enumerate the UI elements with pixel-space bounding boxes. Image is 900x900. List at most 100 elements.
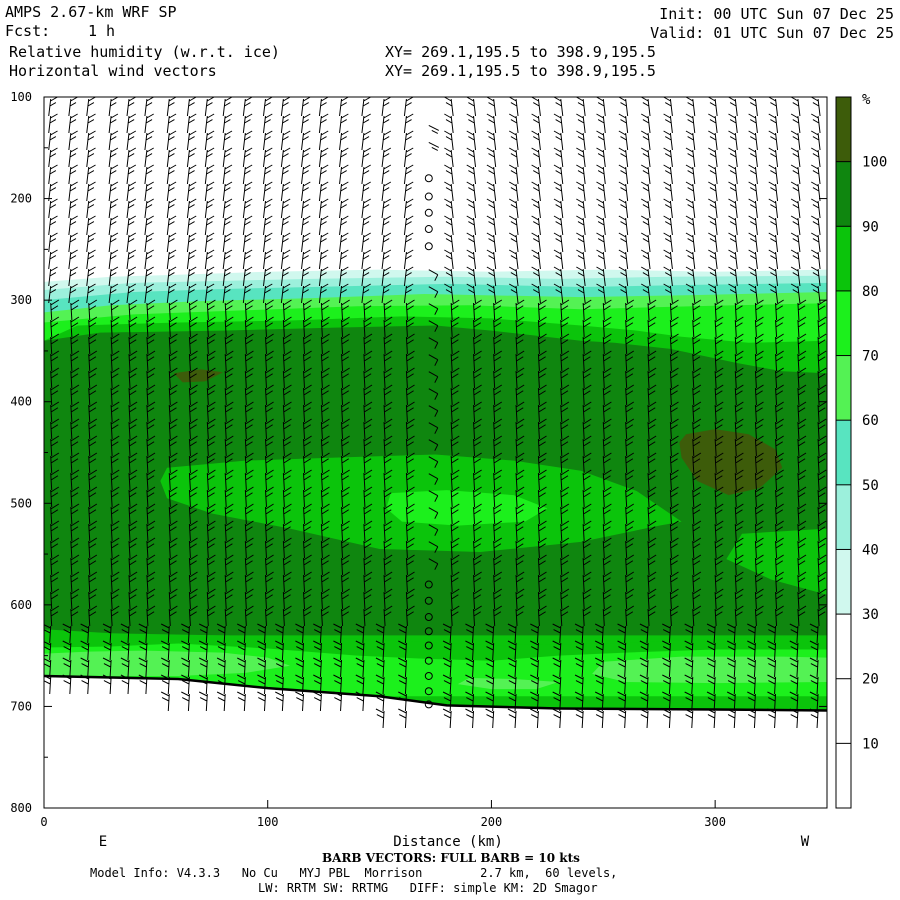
calm-wind-marker xyxy=(424,627,433,636)
colorbar-swatch xyxy=(836,97,851,162)
wind-barb-column-9 xyxy=(216,97,234,712)
calm-wind-marker xyxy=(424,192,433,201)
y-tick-label: 200 xyxy=(10,192,32,206)
wind-barb-column-2 xyxy=(80,97,98,695)
wind-barb-column-17 xyxy=(375,97,393,729)
wind-barb xyxy=(428,371,439,383)
valid-time: Valid: 01 UTC Sun 07 Dec 25 xyxy=(650,24,894,42)
wind-barb-column-13 xyxy=(295,97,312,712)
terrain-line xyxy=(44,674,827,712)
wind-barb-column-21 xyxy=(465,97,482,729)
wind-barb xyxy=(428,456,439,468)
forecast-label: Fcst: xyxy=(5,22,51,40)
x-tick-label: 300 xyxy=(704,815,726,829)
colorbar-label: 20 xyxy=(862,672,879,688)
wind-barb xyxy=(428,524,439,536)
colorbar-swatch xyxy=(836,226,851,291)
wind-barb-column-29 xyxy=(639,97,657,729)
wind-barb xyxy=(428,303,439,315)
wind-barb xyxy=(428,422,439,434)
calm-wind-marker xyxy=(424,671,433,680)
wind-barb-column-16 xyxy=(355,97,373,712)
wind-barb xyxy=(428,405,439,417)
wind-barb-column-30 xyxy=(662,97,679,729)
wind-barb xyxy=(428,473,439,485)
wind-barb xyxy=(428,558,439,570)
wind-barb-column-10 xyxy=(237,97,254,712)
colorbar-unit: % xyxy=(862,92,871,108)
x-tick-label: 0 xyxy=(40,815,47,829)
colorbar-swatch xyxy=(836,549,851,615)
colorbar-swatch xyxy=(836,161,851,227)
wind-barb-column-31 xyxy=(684,97,702,729)
wind-barb-column-36 xyxy=(789,97,807,729)
wind-barb-column-33 xyxy=(726,97,744,729)
wind-barb-column-23 xyxy=(507,97,525,729)
calm-wind-marker xyxy=(424,242,433,251)
calm-wind-marker xyxy=(424,656,433,665)
rh-region-16 xyxy=(592,656,827,684)
rh-region-10 xyxy=(173,369,223,383)
wind-barb-column-1 xyxy=(62,97,80,695)
cross-section-coords-2: XY= 269.1,195.5 to 398.9,195.5 xyxy=(385,62,656,80)
colorbar-label: 30 xyxy=(862,607,879,623)
calm-wind-marker xyxy=(424,687,433,696)
wind-barb xyxy=(428,388,439,400)
wind-barb-column-37 xyxy=(809,97,827,729)
colorbar-swatch xyxy=(836,678,851,744)
colorbar-label: 40 xyxy=(862,542,879,558)
wind-barb-column-18 xyxy=(398,97,415,729)
colorbar-swatch xyxy=(836,484,851,550)
colorbar-swatch xyxy=(836,290,851,356)
rh-region-14 xyxy=(44,650,291,676)
model-title: AMPS 2.67-km WRF SP xyxy=(5,3,177,21)
wind-barb-column-5 xyxy=(138,97,156,695)
wind-barb-column-15 xyxy=(333,97,350,712)
cross-section-coords-1: XY= 269.1,195.5 to 398.9,195.5 xyxy=(385,43,656,61)
calm-wind-marker xyxy=(424,225,433,234)
wind-barb-column-0 xyxy=(44,97,60,695)
rh-region-9 xyxy=(726,528,827,595)
wind-barb-column-35 xyxy=(767,97,784,729)
wind-barb-column-27 xyxy=(594,97,612,729)
y-tick-label: 400 xyxy=(10,395,32,409)
model-info: Model Info: V4.3.3 No Cu MYJ PBL Morriso… xyxy=(90,866,618,880)
wind-barb-column-4 xyxy=(120,97,138,695)
calm-wind-marker xyxy=(424,174,433,183)
barb-legend-note: BARB VECTORS: FULL BARB = 10 kts xyxy=(322,851,580,865)
field-title: Relative humidity (w.r.t. ice) xyxy=(9,43,280,61)
x-tick-label: 200 xyxy=(481,815,503,829)
colorbar-frame xyxy=(835,96,852,809)
wind-barb xyxy=(428,507,439,519)
wind-barb-column-22 xyxy=(485,97,503,729)
wind-barb xyxy=(428,124,440,134)
y-tick-label: 800 xyxy=(10,801,32,815)
wind-barb-column-14 xyxy=(313,97,330,712)
x-tick-label: 100 xyxy=(257,815,279,829)
colorbar-label: 90 xyxy=(862,219,879,235)
wind-barb-column-7 xyxy=(181,97,198,712)
colorbar-label: 80 xyxy=(862,284,879,300)
wind-barb-column-6 xyxy=(160,97,178,712)
wind-barb xyxy=(428,269,439,281)
wind-barb xyxy=(428,439,439,451)
calm-wind-marker xyxy=(424,613,433,622)
wind-barb xyxy=(428,490,439,502)
rh-region-8 xyxy=(386,490,548,526)
rh-region-15 xyxy=(457,677,559,690)
wind-barb-column-26 xyxy=(574,97,592,729)
y-tick-label: 500 xyxy=(10,496,32,510)
wind-barb-column-3 xyxy=(102,97,120,695)
calm-wind-marker xyxy=(424,580,433,589)
wind-barb-column-20 xyxy=(442,97,460,729)
wind-barb xyxy=(428,320,439,332)
colorbar-swatch xyxy=(836,743,851,808)
y-tick-label: 600 xyxy=(10,598,32,612)
wind-barb-column-25 xyxy=(552,97,570,729)
colorbar-swatch xyxy=(836,420,851,485)
y-tick-label: 300 xyxy=(10,293,32,307)
colorbar-swatch xyxy=(836,355,851,421)
colorbar-label: 60 xyxy=(862,413,879,429)
colorbar-label: 70 xyxy=(862,349,879,365)
